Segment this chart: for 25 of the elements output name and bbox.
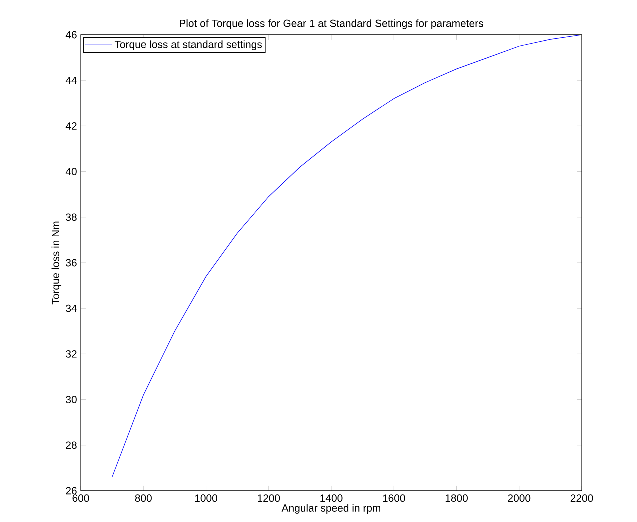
y-tick-label: 32 (66, 350, 77, 358)
y-tick-label: 44 (66, 76, 78, 84)
y-tick-label: 42 (66, 122, 77, 130)
line-series (112, 34, 582, 478)
legend-label: Torque loss at standard settings (114, 40, 262, 50)
x-axis-title: Angular speed in rpm (282, 504, 380, 514)
x-tick-label: 1400 (320, 494, 343, 502)
y-tick-label: 30 (66, 396, 77, 404)
x-tick-label: 1600 (383, 494, 406, 502)
x-tick-label: 600 (72, 494, 90, 502)
x-tick-label: 1800 (446, 494, 468, 502)
x-tick-label: 1200 (258, 494, 280, 502)
y-tick-label: 38 (66, 214, 77, 222)
y-axis-title: Torque loss in Nm (52, 222, 62, 305)
y-tick-label: 26 (66, 487, 77, 495)
y-tick-label: 28 (66, 442, 77, 450)
x-tick-label: 800 (135, 494, 152, 502)
x-tick-label: 2000 (508, 494, 531, 502)
x-tick-label: 1000 (195, 494, 218, 502)
y-tick-label: 36 (66, 259, 77, 267)
y-tick-label: 46 (66, 31, 77, 39)
x-tick-label: 2200 (570, 494, 594, 502)
chart-title: Plot of Torque loss for Gear 1 at Standard Settings for parameters (180, 20, 484, 30)
y-tick-label: 40 (66, 168, 77, 176)
y-tick-label: 34 (66, 304, 78, 312)
